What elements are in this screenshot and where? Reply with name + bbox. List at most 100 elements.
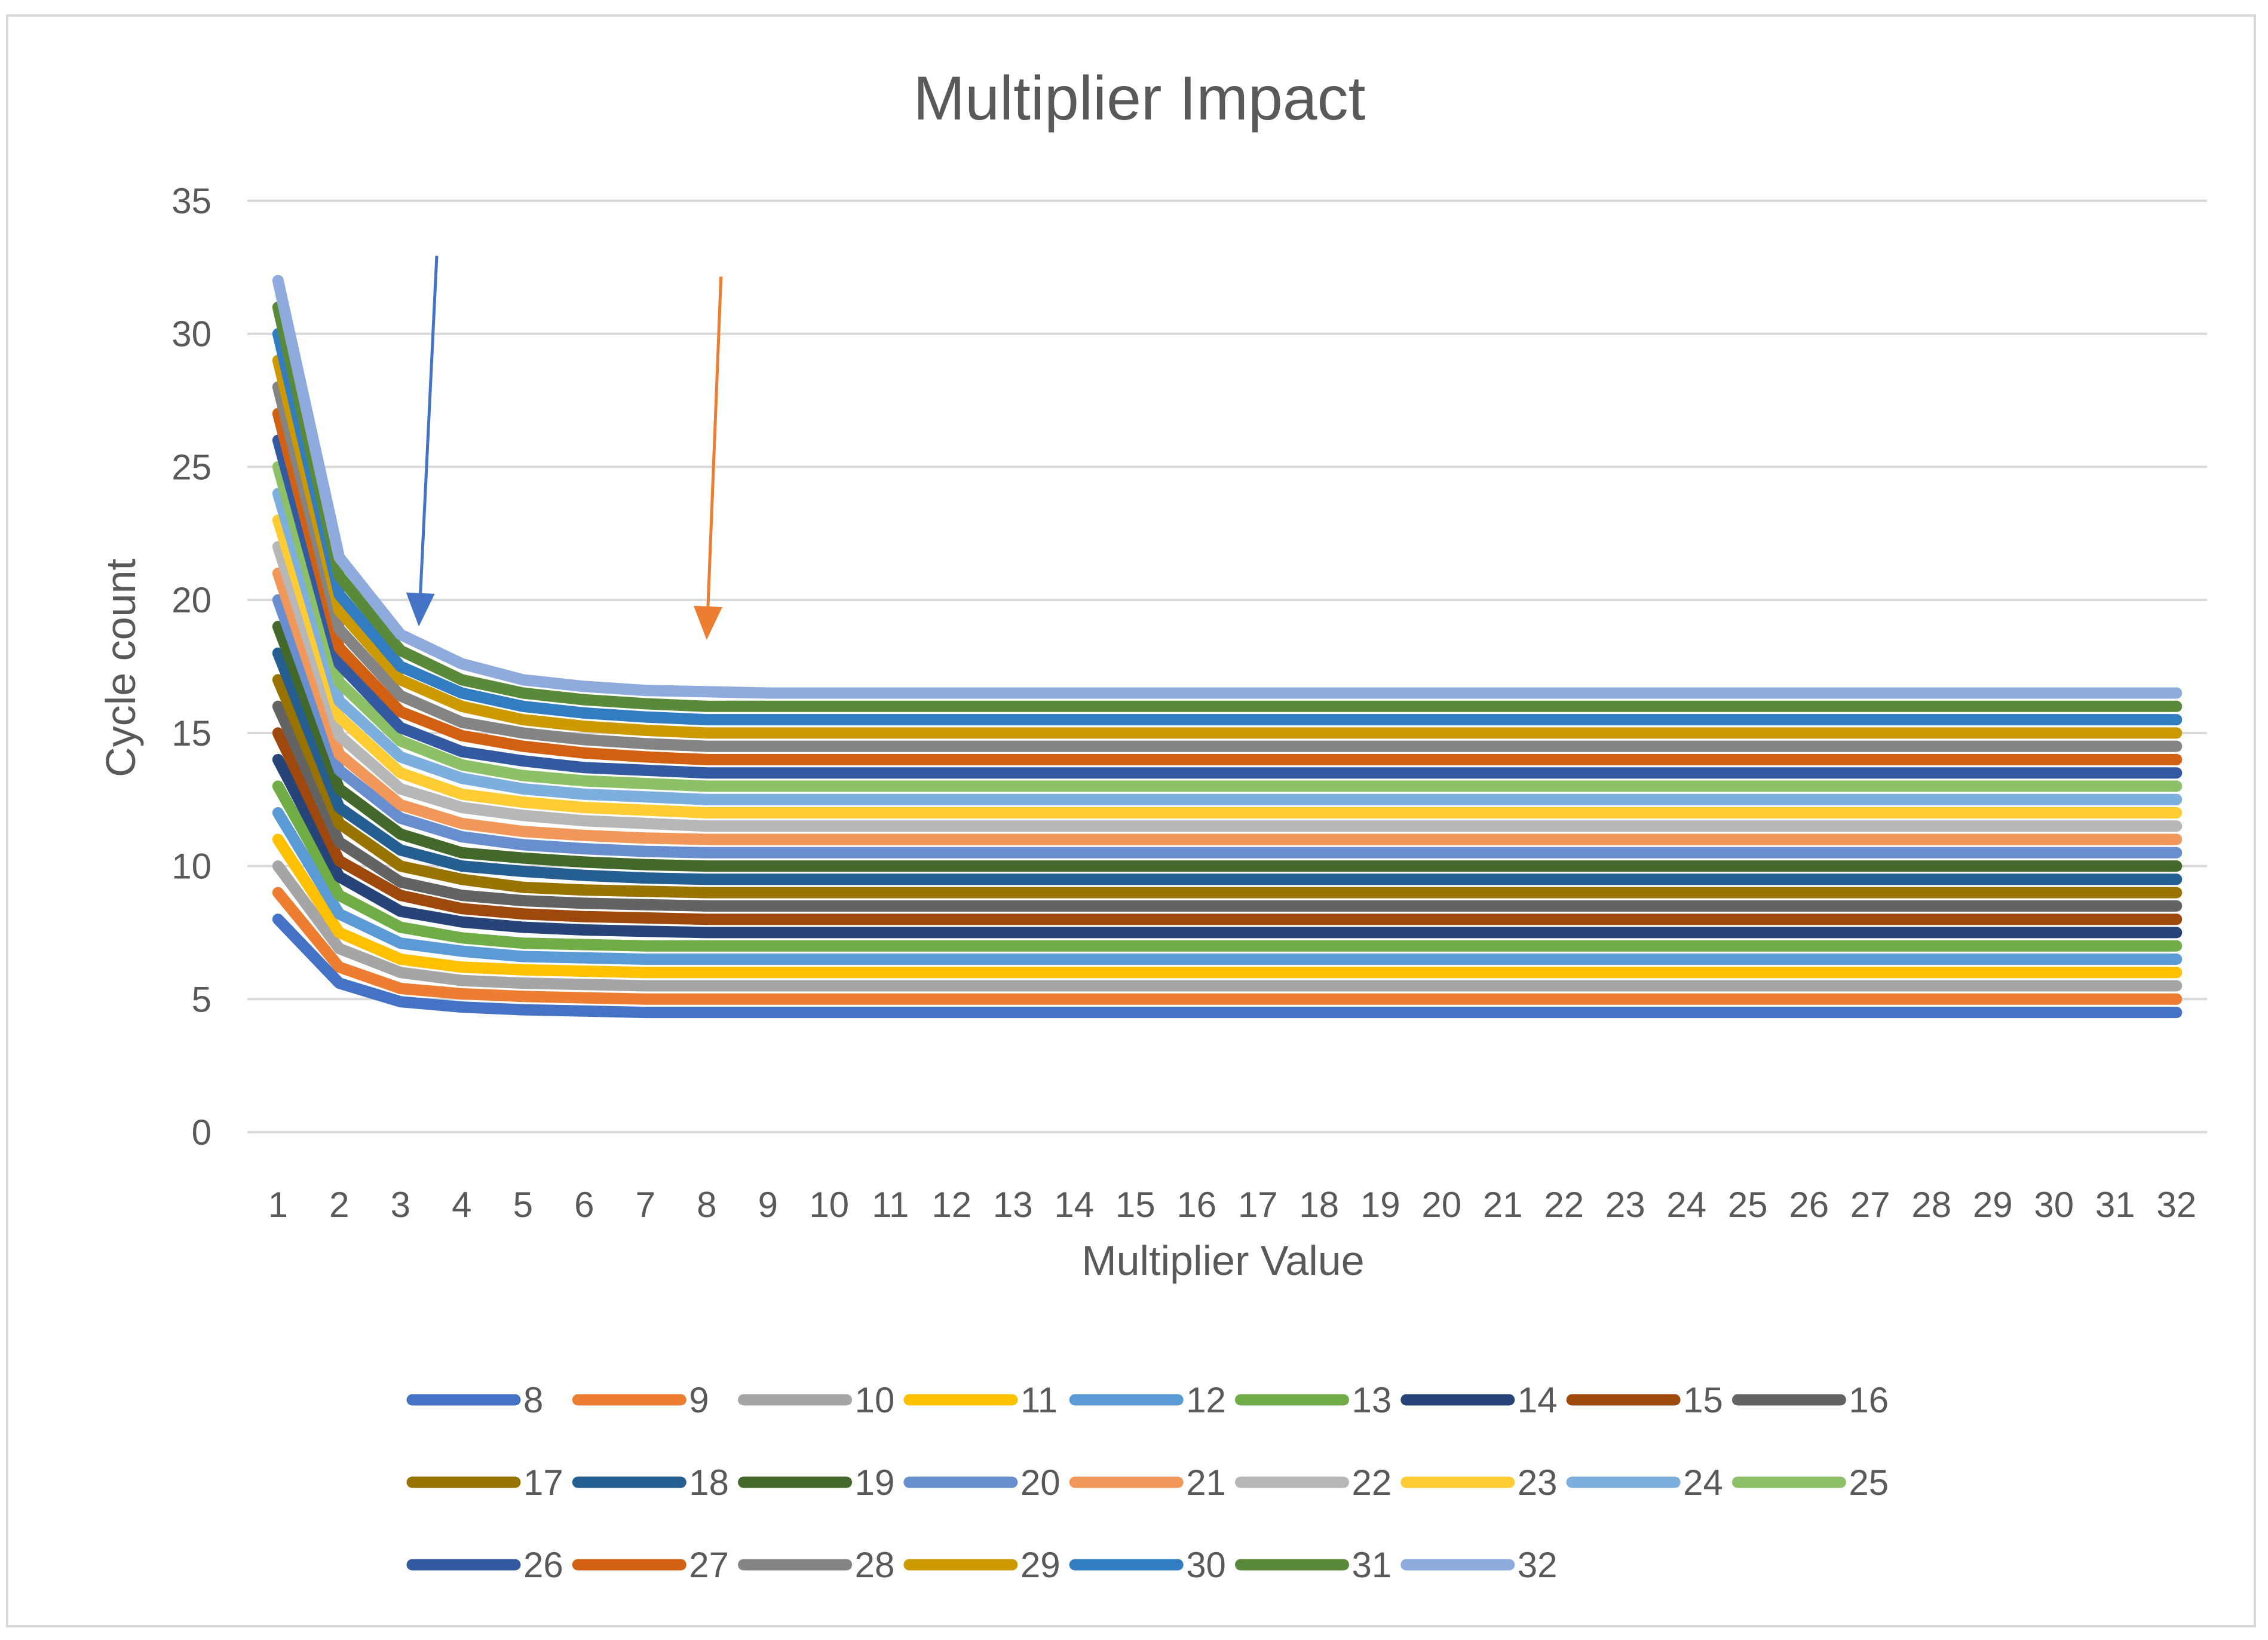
- legend-item: 15: [1566, 1380, 1723, 1420]
- x-tick-label: 25: [1728, 1185, 1768, 1225]
- x-tick-label: 10: [809, 1185, 849, 1225]
- legend-item: 26: [406, 1545, 563, 1585]
- x-tick-label: 17: [1238, 1185, 1278, 1225]
- x-tick-label: 28: [1911, 1185, 1951, 1225]
- x-tick-label: 3: [391, 1185, 410, 1225]
- y-tick-label: 5: [192, 979, 212, 1019]
- x-axis-label: Multiplier Value: [1081, 1237, 1364, 1284]
- y-axis-label: Cycle count: [97, 559, 144, 777]
- x-tick-label: 1: [268, 1185, 288, 1225]
- legend-item: 17: [406, 1463, 563, 1503]
- annotation-arrows: [406, 255, 723, 640]
- x-tick-label: 19: [1360, 1185, 1400, 1225]
- x-tick-label: 26: [1789, 1185, 1829, 1225]
- legend-item: 8: [406, 1380, 543, 1420]
- series-line-25: [272, 461, 2183, 792]
- y-tick-label: 15: [171, 713, 212, 753]
- legend-label: 15: [1683, 1380, 1723, 1420]
- legend-label: 27: [689, 1545, 729, 1585]
- x-tick-label: 31: [2095, 1185, 2135, 1225]
- x-tick-label: 18: [1299, 1185, 1339, 1225]
- legend-label: 23: [1518, 1463, 1558, 1503]
- legend-label: 12: [1186, 1380, 1226, 1420]
- series-line-12: [272, 807, 2183, 965]
- x-tick-label: 12: [931, 1185, 971, 1225]
- x-tick-label: 27: [1850, 1185, 1890, 1225]
- annotation-arrow: [406, 255, 439, 627]
- legend-item: 14: [1400, 1380, 1558, 1420]
- legend-label: 31: [1352, 1545, 1392, 1585]
- series-line-13: [272, 780, 2183, 952]
- series-line-20: [272, 594, 2183, 859]
- chart-title: Multiplier Impact: [913, 64, 1365, 133]
- y-tick-label: 35: [171, 181, 212, 221]
- x-tick-label: 8: [697, 1185, 716, 1225]
- series-line-22: [272, 541, 2183, 832]
- series-line-16: [272, 700, 2183, 912]
- legend-item: 21: [1069, 1463, 1226, 1503]
- y-tick-label: 20: [171, 580, 212, 620]
- legend-item: 10: [738, 1380, 895, 1420]
- legend-item: 32: [1400, 1545, 1558, 1585]
- series-line-19: [272, 621, 2183, 872]
- series-line-23: [272, 514, 2183, 819]
- legend-label: 13: [1352, 1380, 1392, 1420]
- legend-label: 9: [689, 1380, 709, 1420]
- legend-item: 19: [738, 1463, 894, 1503]
- series-line-11: [272, 833, 2183, 979]
- legend-item: 12: [1069, 1380, 1226, 1420]
- legend-label: 17: [523, 1463, 563, 1503]
- x-tick-label: 14: [1054, 1185, 1094, 1225]
- x-tick-label: 2: [329, 1185, 349, 1225]
- legend-item: 18: [572, 1463, 729, 1503]
- series-line-31: [272, 301, 2183, 712]
- legend-label: 14: [1518, 1380, 1558, 1420]
- legend-item: 28: [738, 1545, 895, 1585]
- legend-label: 10: [855, 1380, 895, 1420]
- legend-label: 32: [1518, 1545, 1558, 1585]
- x-tick-label: 4: [452, 1185, 471, 1225]
- legend-item: 31: [1235, 1545, 1392, 1585]
- x-tick-label: 9: [758, 1185, 778, 1225]
- series-line-18: [272, 647, 2183, 885]
- series-line-27: [272, 407, 2183, 765]
- annotation-arrow: [693, 276, 723, 640]
- series-line-28: [272, 381, 2183, 752]
- x-tick-label: 24: [1666, 1185, 1706, 1225]
- legend-label: 24: [1683, 1463, 1723, 1503]
- series-line-8: [272, 914, 2183, 1019]
- legend-item: 27: [572, 1545, 729, 1585]
- x-tick-label: 29: [1973, 1185, 2013, 1225]
- legend-label: 18: [689, 1463, 729, 1503]
- x-tick-label: 5: [513, 1185, 533, 1225]
- x-tick-label: 20: [1421, 1185, 1461, 1225]
- legend-item: 22: [1235, 1463, 1392, 1503]
- legend-label: 20: [1020, 1463, 1061, 1503]
- series-line-14: [272, 753, 2183, 939]
- legend-label: 8: [523, 1380, 543, 1420]
- x-tick-label: 16: [1176, 1185, 1216, 1225]
- series-line-32: [272, 275, 2183, 699]
- legend-item: 9: [572, 1380, 709, 1420]
- legend-item: 13: [1235, 1380, 1392, 1420]
- y-axis-ticks: 0 5 10 15 20 25 30 35: [171, 181, 212, 1152]
- legend-item: 23: [1400, 1463, 1558, 1503]
- legend-item: 11: [903, 1380, 1058, 1420]
- legend-label: 30: [1186, 1545, 1226, 1585]
- series-line-30: [272, 328, 2183, 726]
- legend-item: 24: [1566, 1463, 1723, 1503]
- y-tick-label: 25: [171, 447, 212, 487]
- legend-item: 16: [1731, 1380, 1889, 1420]
- legend-label: 22: [1352, 1463, 1392, 1503]
- x-tick-label: 7: [636, 1185, 655, 1225]
- legend-label: 11: [1020, 1380, 1058, 1420]
- series-line-29: [272, 354, 2183, 739]
- legend-label: 21: [1186, 1463, 1226, 1503]
- legend-item: 30: [1069, 1545, 1226, 1585]
- legend-item: 29: [903, 1545, 1061, 1585]
- x-tick-label: 30: [2034, 1185, 2074, 1225]
- series-line-10: [272, 860, 2183, 992]
- legend-label: 28: [855, 1545, 895, 1585]
